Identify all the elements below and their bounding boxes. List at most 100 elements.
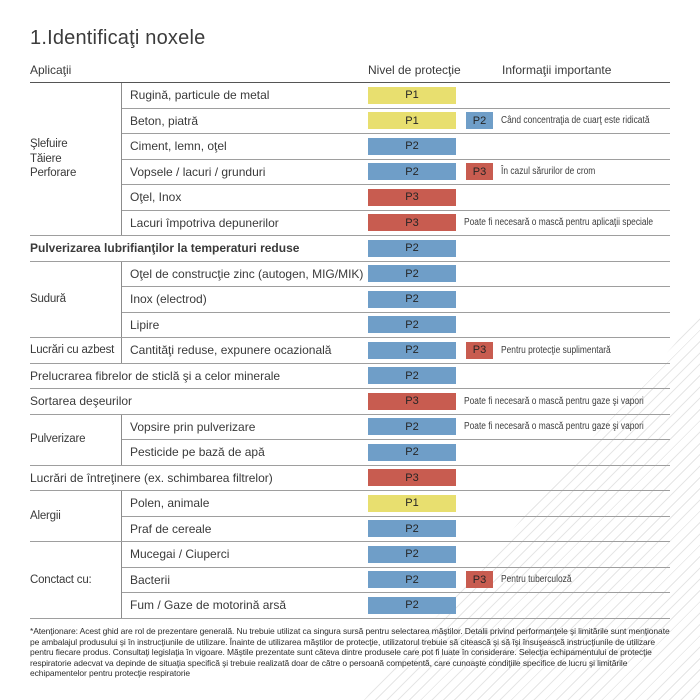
protection-badge-p2: P2 [368,596,456,614]
category-label: Lucrări cu azbest [30,338,122,363]
table-row: Pulverizarea lubrifianţilor la temperatu… [30,236,456,261]
row-info-note: Poate fi necesară o mască pentru aplicaţ… [464,217,654,229]
table-row: Sortarea deşeurilor P3 Poate fi necesară o… [30,389,678,414]
table-section-group: Sudură Oţel de construcţie zinc (autogen,… [30,260,670,338]
row-label: Inox (electrod) [130,292,207,307]
table-row: Ciment, lemn, oţel P2 [122,133,670,159]
footnote-disclaimer: *Atenţionare: Acest ghid are rol de prez… [30,626,670,678]
table-section-group: Pulverizare Vopsire prin pulverizare P2 Poa… [30,413,670,465]
category-label: Pulverizare [30,414,122,465]
protection-badge-p2: P2 [368,418,456,436]
table-row: Vopsire prin pulverizare P2 Poate fi neces… [122,415,670,440]
secondary-protection-badge-p3: P3 [466,163,493,181]
category-label: Alergii [30,491,122,541]
table-row: Inox (electrod) P2 [122,286,670,312]
row-label: Vopsire prin pulverizare [130,419,256,434]
table-row: Cantităţi reduse, expunere ocazională P2 P… [122,338,670,363]
row-label: Oţel de construcţie zinc (autogen, MIG/M… [130,266,364,281]
protection-badge-p2: P2 [368,316,456,334]
row-label: Cantităţi reduse, expunere ocazională [130,343,332,358]
protection-badge-p1: P1 [368,86,456,104]
table-row: Beton, piatră P1 P2 Când concentraţia de cu… [122,107,670,134]
protection-badge-p2: P2 [368,163,456,181]
row-label: Polen, animale [130,496,210,511]
row-label: Fum / Gaze de motorină arsă [130,598,287,613]
row-label: Mucegai / Ciuperci [130,547,230,562]
row-label: Rugină, particule de metal [130,88,270,103]
row-label: Prelucrarea fibrelor de sticlă şi a celo… [30,368,281,383]
table-section-fullwidth: Sortarea deşeurilor P3 Poate fi necesară o… [30,388,670,414]
row-label: Vopsele / lacuri / grunduri [130,164,266,179]
row-label: Praf de cereale [130,521,212,536]
table-row: Mucegai / Ciuperci P2 [122,542,670,567]
protection-badge-p2: P2 [368,137,456,155]
table-header: Aplicaţii Nivel de protecţie Informaţii … [30,58,670,83]
table-section-fullwidth: Prelucrarea fibrelor de sticlă şi a celo… [30,362,670,389]
protection-badge-p2: P2 [368,290,456,308]
category-rows: Mucegai / Ciuperci P2 Bacterii P2 P3 Pentru t… [122,542,670,618]
row-info-note: Poate fi necesară o mască pentru gaze şi… [464,421,644,433]
row-label: Lacuri împotriva depunerilor [130,215,279,230]
table-row: Lipire P2 [122,311,670,338]
protection-badge-p2: P2 [368,571,456,589]
row-info-note: Pentru protecţie suplimentară [501,344,611,356]
table-row: Prelucrarea fibrelor de sticlă şi a celo… [30,364,456,389]
row-info-note: Când concentraţia de cuarţ este ridicată [501,115,650,127]
hazard-table: Şlefuire Tăiere Perforare Rugină, particu… [30,83,670,619]
protection-badge-p2: P2 [368,265,456,283]
protection-badge-p2: P2 [368,367,456,385]
table-row: Polen, animale P1 [122,491,670,516]
protection-badge-p3: P3 [368,214,456,232]
row-label: Lipire [130,317,160,332]
protection-badge-p3: P3 [368,188,456,206]
row-label: Lucrări de întreţinere (ex. schimbarea f… [30,470,273,485]
table-row: Pesticide pe bază de apă P2 [122,439,670,465]
category-rows: Oţel de construcţie zinc (autogen, MIG/M… [122,262,670,338]
table-row: Oţel de construcţie zinc (autogen, MIG/M… [122,262,670,287]
protection-badge-p3: P3 [368,392,456,410]
table-section-group: Conctact cu: Mucegai / Ciuperci P2 Bacterii… [30,541,670,618]
protection-badge-p2: P2 [368,239,456,257]
column-header-protection-level: Nivel de protecţie [368,63,461,77]
row-label: Sortarea deşeurilor [30,394,133,409]
table-row: Lucrări de întreţinere (ex. schimbarea f… [30,466,456,491]
category-label: Şlefuire Tăiere Perforare [30,83,122,235]
table-row: Praf de cereale P2 [122,515,670,542]
protection-badge-p2: P2 [368,443,456,461]
protection-badge-p2: P2 [368,545,456,563]
row-label: Beton, piatră [130,113,199,128]
protection-badge-p1: P1 [368,112,456,130]
row-label: Bacterii [130,572,171,587]
column-header-important-info: Informaţii importante [502,63,612,77]
category-label: Sudură [30,261,122,337]
category-rows: Vopsire prin pulverizare P2 Poate fi neces… [122,415,670,465]
table-section-group: Şlefuire Tăiere Perforare Rugină, particu… [30,83,670,235]
row-label: Oţel, Inox [130,190,182,205]
table-section-group: Alergii Polen, animale P1 Praf de cereale P2 [30,490,670,541]
secondary-protection-badge-p3: P3 [466,341,493,359]
row-label: Pulverizarea lubrifianţilor la temperatu… [30,241,300,256]
protection-badge-p1: P1 [368,494,456,512]
table-section-fullwidth: Lucrări de întreţinere (ex. schimbarea f… [30,464,670,491]
category-rows: Rugină, particule de metal P1 Beton, piatr… [122,83,670,235]
row-info-note: Pentru tuberculoză [501,574,572,586]
table-section-group: Lucrări cu azbest Cantităţi reduse, expun… [30,337,670,363]
table-section-fullwidth: Pulverizarea lubrifianţilor la temperatu… [30,235,670,261]
row-label: Ciment, lemn, oţel [130,139,227,154]
protection-badge-p3: P3 [368,469,456,487]
column-header-applications: Aplicaţii [30,63,72,77]
table-row: Bacterii P2 P3 Pentru tuberculoză [122,566,670,593]
row-info-note: Poate fi necesară o mască pentru gaze şi… [464,395,644,407]
page-title: 1.Identificaţi noxele [30,27,206,49]
protection-badge-p2: P2 [368,520,456,538]
protection-badge-p2: P2 [368,341,456,359]
table-row: Oţel, Inox P3 [122,184,670,210]
category-label: Conctact cu: [30,542,122,618]
table-row: Vopsele / lacuri / grunduri P2 P3 În cazul … [122,158,670,185]
category-rows: Polen, animale P1 Praf de cereale P2 [122,491,670,541]
table-row: Lacuri împotriva depunerilor P3 Poate fi n… [122,209,670,236]
secondary-protection-badge-p3: P3 [466,571,493,589]
table-row: Fum / Gaze de motorină arsă P2 [122,592,670,618]
